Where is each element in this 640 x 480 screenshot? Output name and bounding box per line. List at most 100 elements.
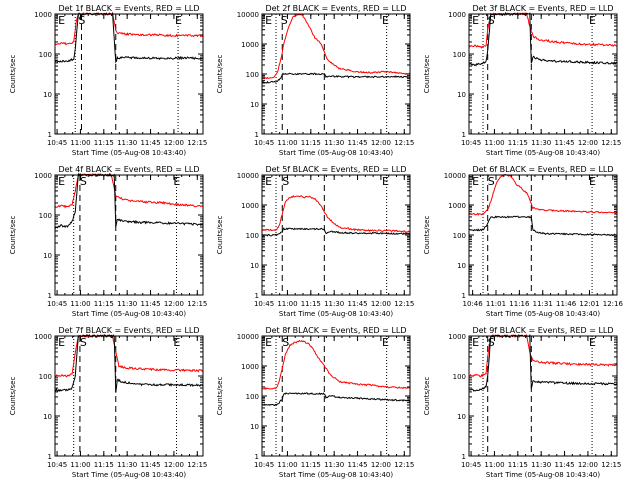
y-tick-label: 10 (250, 101, 259, 109)
event-marker-label: E (589, 175, 596, 188)
detector-panel: Det 4f BLACK = Events, RED = LLD Counts/s… (9, 165, 207, 318)
x-tick-label: 11:15 (301, 139, 321, 147)
x-tick-label: 12:15 (394, 139, 414, 147)
x-tick-label: 10:45 (254, 461, 274, 469)
panel-title: Det 8f BLACK = Events, RED = LLD (265, 326, 406, 335)
y-tick-label: 1000 (34, 11, 52, 19)
y-tick-label: 10 (43, 413, 52, 421)
y-tick-label: 100 (39, 212, 52, 220)
x-axis-label: Start Time (05-Aug-08 10:43:40) (486, 149, 600, 157)
y-tick-label: 100 (246, 71, 259, 79)
x-tick-label: 12:15 (394, 461, 414, 469)
y-tick-label: 100 (246, 232, 259, 240)
event-marker-label: E (265, 336, 272, 349)
y-axis-label: Counts/sec (216, 55, 224, 94)
y-axis-label: Counts/sec (9, 216, 17, 255)
y-tick-label: 10 (457, 413, 466, 421)
plot-frame (261, 174, 411, 296)
event-marker-label: E (589, 336, 596, 349)
x-tick-label: 11:45 (140, 139, 160, 147)
plot-frame (468, 174, 618, 296)
y-tick-label: 10000 (444, 172, 466, 180)
x-axis-label: Start Time (05-Aug-08 10:43:40) (279, 310, 393, 318)
y-tick-label: 1000 (241, 363, 259, 371)
x-tick-label: 11:00 (70, 300, 90, 308)
event-marker-label: E (382, 14, 389, 27)
y-tick-label: 10000 (237, 172, 259, 180)
y-axis-label: Counts/sec (216, 216, 224, 255)
x-tick-label: 12:00 (164, 300, 184, 308)
y-tick-label: 1 (48, 131, 52, 139)
y-tick-label: 100 (453, 51, 466, 59)
lld-series-line (261, 194, 411, 233)
event-marker-label: E (175, 14, 182, 27)
plot-frame (54, 174, 204, 296)
x-tick-label: 11:46 (556, 300, 577, 308)
y-tick-label: 100 (246, 393, 259, 401)
detector-panel: Det 7f BLACK = Events, RED = LLD Counts/s… (9, 326, 207, 479)
x-tick-label: 11:30 (117, 139, 137, 147)
y-tick-label: 1000 (448, 202, 466, 210)
y-tick-label: 10 (457, 262, 466, 270)
x-tick-label: 11:30 (117, 300, 137, 308)
event-marker-label: E (58, 336, 65, 349)
panel-title: Det 3f BLACK = Events, RED = LLD (472, 4, 613, 13)
event-marker-label: S (78, 14, 85, 27)
y-tick-label: 10 (250, 423, 259, 431)
x-tick-label: 11:30 (324, 461, 344, 469)
x-tick-label: 10:46 (463, 300, 484, 308)
x-tick-label: 10:45 (461, 461, 481, 469)
x-tick-label: 11:00 (277, 139, 297, 147)
y-axis-label: Counts/sec (9, 55, 17, 94)
x-tick-label: 10:45 (47, 300, 67, 308)
x-tick-label: 12:00 (164, 461, 184, 469)
y-tick-label: 1 (462, 292, 466, 300)
panel-title: Det 4f BLACK = Events, RED = LLD (58, 165, 199, 174)
x-tick-label: 12:15 (601, 461, 621, 469)
x-tick-label: 11:15 (301, 461, 321, 469)
panel-title: Det 9f BLACK = Events, RED = LLD (472, 326, 613, 335)
x-axis-label: Start Time (05-Aug-08 10:43:40) (486, 471, 600, 479)
x-tick-label: 11:00 (484, 461, 504, 469)
x-tick-label: 10:45 (254, 300, 274, 308)
x-axis-label: Start Time (05-Aug-08 10:43:40) (72, 310, 186, 318)
plot-frame (468, 13, 618, 135)
x-tick-label: 11:45 (554, 139, 574, 147)
y-tick-label: 1000 (34, 172, 52, 180)
x-tick-label: 12:00 (578, 139, 598, 147)
y-tick-label: 100 (453, 232, 466, 240)
y-tick-label: 10 (250, 262, 259, 270)
x-tick-label: 12:00 (578, 461, 598, 469)
event-marker-label: S (488, 14, 495, 27)
detector-panel: Det 3f BLACK = Events, RED = LLD Counts/s… (423, 4, 621, 157)
y-tick-label: 1000 (241, 41, 259, 49)
x-tick-label: 12:00 (164, 139, 184, 147)
lld-series-line (261, 339, 411, 391)
y-tick-label: 1 (48, 453, 52, 461)
x-tick-label: 11:15 (508, 139, 528, 147)
x-axis-label: Start Time (05-Aug-08 10:43:40) (72, 471, 186, 479)
x-tick-label: 12:00 (371, 461, 391, 469)
y-tick-label: 1000 (241, 202, 259, 210)
y-tick-label: 1000 (448, 11, 466, 19)
event-marker-label: S (80, 336, 87, 349)
x-tick-label: 11:15 (508, 461, 528, 469)
y-tick-label: 1 (462, 453, 466, 461)
events-series-line (468, 215, 618, 237)
events-series-line (54, 12, 203, 64)
detector-panel: Det 6f BLACK = Events, RED = LLD Counts/s… (423, 165, 623, 318)
event-marker-label: E (472, 336, 479, 349)
y-tick-label: 1 (255, 453, 259, 461)
x-axis-label: Start Time (05-Aug-08 10:43:40) (279, 471, 393, 479)
x-tick-label: 11:15 (94, 139, 114, 147)
event-marker-label: E (472, 14, 479, 27)
x-tick-label: 12:15 (394, 300, 414, 308)
event-marker-label: E (589, 14, 596, 27)
event-marker-label: E (382, 336, 389, 349)
detector-panel: Det 2f BLACK = Events, RED = LLD Counts/s… (216, 4, 414, 157)
y-tick-label: 10 (457, 91, 466, 99)
x-tick-label: 11:31 (533, 300, 553, 308)
x-axis-label: Start Time (05-Aug-08 10:43:40) (279, 149, 393, 157)
event-marker-label: E (265, 14, 272, 27)
plot-frame (261, 13, 411, 135)
